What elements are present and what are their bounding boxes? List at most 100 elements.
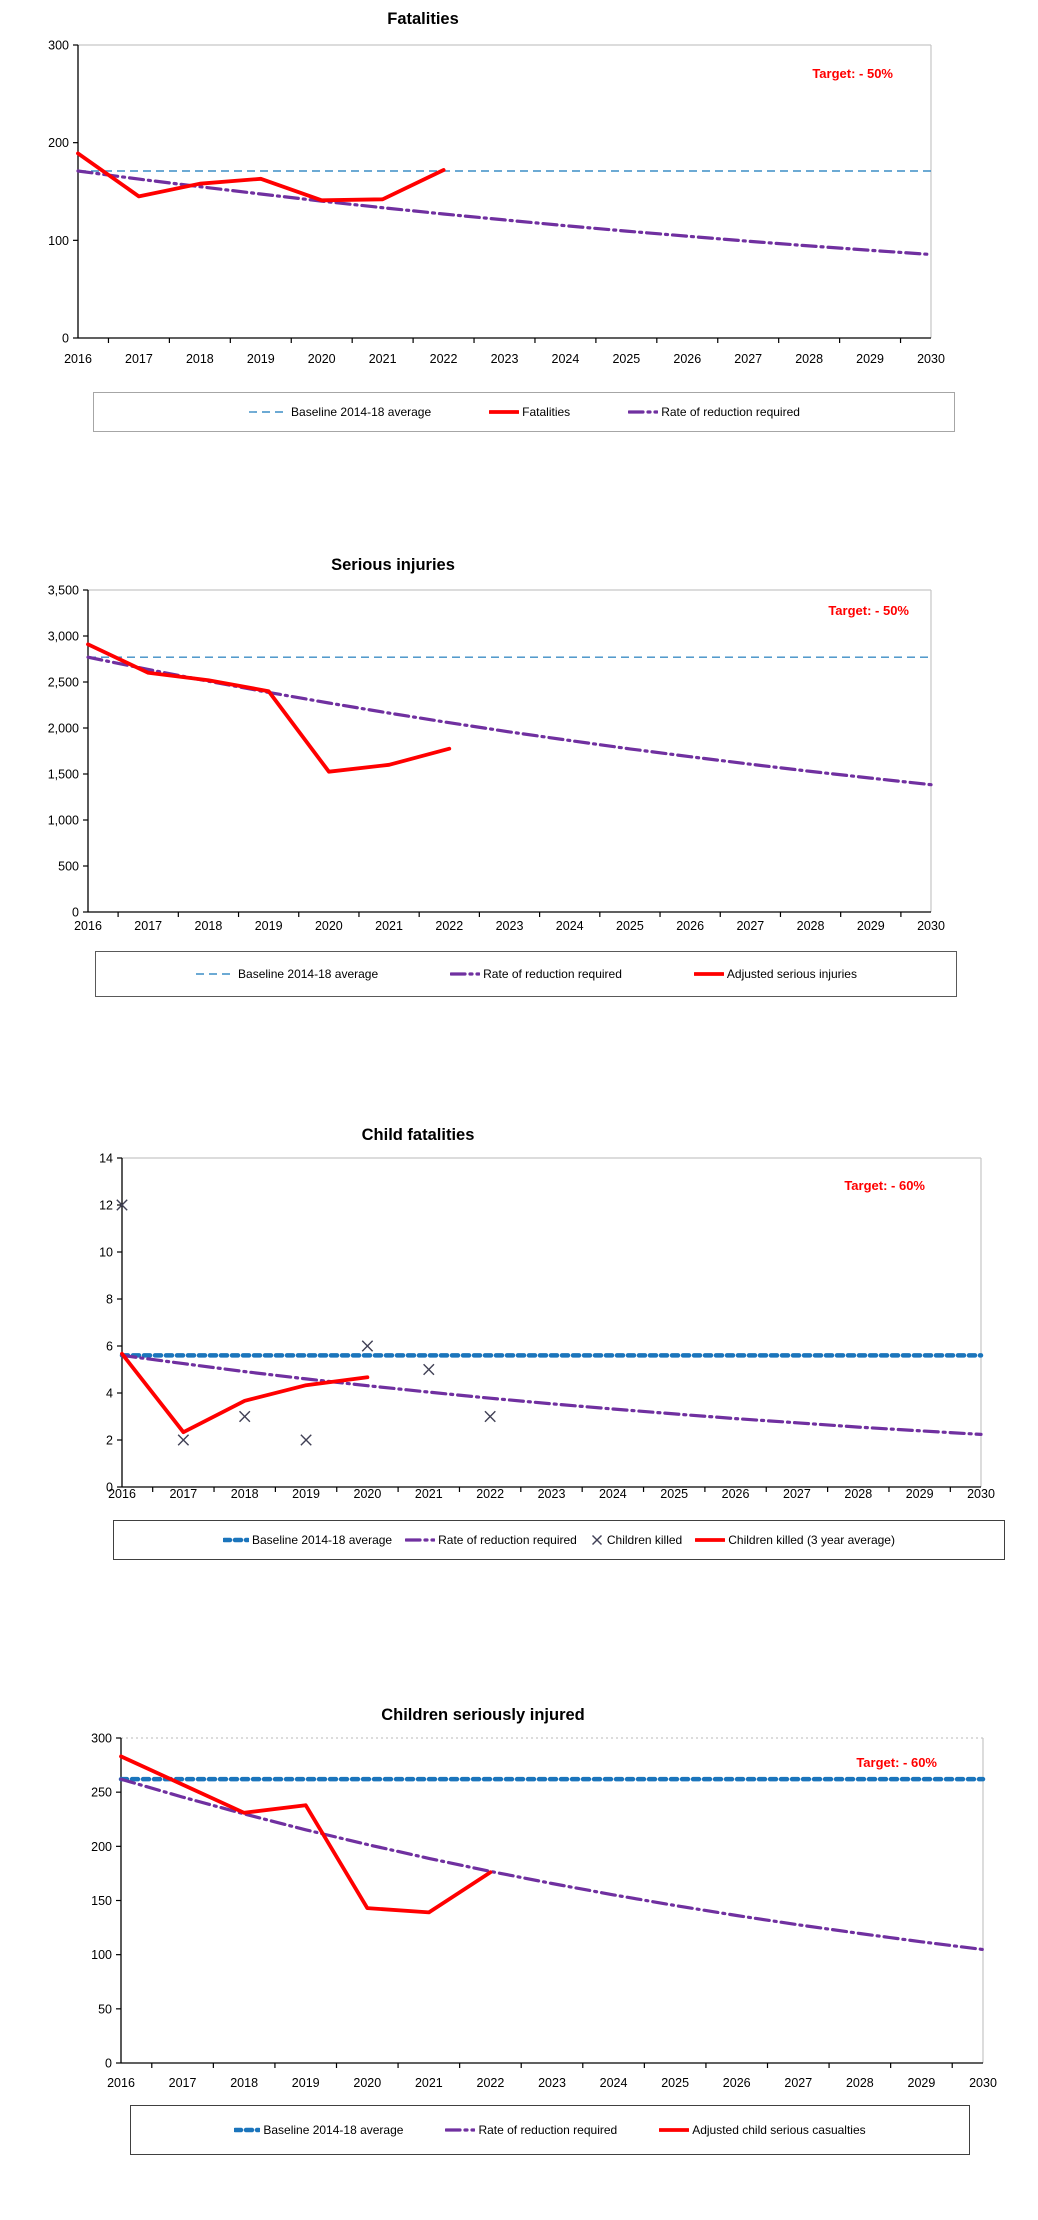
legend-item: Children killed [590,1534,682,1546]
x-tick-label: 2028 [797,919,825,933]
x-tick-label: 2030 [969,2076,997,2090]
x-tick-label: 2026 [673,352,701,366]
x-tick-label: 2020 [354,1487,382,1501]
line-key-icon [223,1537,249,1543]
line-key-icon [450,972,481,976]
x-tick-label: 2027 [784,2076,812,2090]
y-tick-label: 100 [48,234,69,248]
x-tick-label: 2030 [967,1487,995,1501]
legend-item-label: Baseline 2014-18 average [291,405,432,419]
data-point-x-marker [300,1434,312,1446]
chart-section-child-fatalities: 0 2 4 6 8 10 12 14 2016 2017 2018 2019 2020 2021 2022 2… [0,1090,1038,1560]
x-tick-label: 2016 [107,2076,135,2090]
x-tick-label: 2020 [308,352,336,366]
y-tick-label: 3,000 [48,630,79,644]
y-tick-label: 8 [106,1293,113,1307]
x-marker-stroke [361,1340,374,1352]
chart-section-serious-injuries: 0 500 1,000 1,500 2,000 2,500 3,000 3,500 2016 20… [0,545,1038,997]
x-tick-label: 2017 [169,1487,197,1501]
x-tick-label: 2016 [74,919,102,933]
data-point-x-marker [423,1363,435,1376]
x-tick-label: 2025 [616,919,644,933]
y-tick-label: 12 [99,1199,113,1213]
chart-title: Serious injuries [331,556,455,574]
legend-item: Rate of reduction required [445,2124,617,2136]
y-tick-label: 300 [48,39,69,53]
x-tick-label: 2023 [496,919,524,933]
target-annotation: Target: - 50% [812,66,893,81]
x-tick-label: 2026 [722,1487,750,1501]
x-tick-label: 2023 [538,2076,566,2090]
x-tick-label: 2029 [856,352,884,366]
x-tick-label: 2021 [375,919,403,933]
legend-item-label: Rate of reduction required [661,405,800,419]
x-tick-label: 2023 [491,352,519,366]
x-marker-stroke [423,1363,435,1376]
x-tick-label: 2028 [844,1487,872,1501]
legend-item-label: Rate of reduction required [483,967,622,981]
chart-title: Child fatalities [362,1126,475,1144]
x-tick-label: 2022 [435,919,463,933]
x-tick-label: 2024 [556,919,584,933]
x-tick-label: 2017 [125,352,153,366]
data-point-x-marker [177,1434,190,1446]
x-tick-label: 2018 [186,352,214,366]
y-tick-label: 0 [72,906,79,920]
data-point-x-marker [484,1410,496,1423]
required-reduction-series-line [120,1353,983,1436]
legend-item: Baseline 2014-18 average [223,1534,392,1546]
x-tick-label: 2021 [415,1487,443,1501]
y-tick-label: 2,000 [48,722,79,736]
target-annotation: Target: - 50% [828,603,909,618]
x-tick-label: 2026 [723,2076,751,2090]
x-marker-stroke [591,1535,602,1545]
actual-series-line [120,1351,370,1435]
actual-series-line [86,642,452,774]
y-tick-label: 14 [99,1152,113,1166]
x-tick-label: 2029 [857,919,885,933]
legend-item-label: Rate of reduction required [438,1533,577,1547]
x-marker-key-icon [591,1535,602,1545]
y-tick-label: 1,000 [48,814,79,828]
x-tick-label: 2030 [917,919,945,933]
x-tick-label: 2016 [64,352,92,366]
y-tick-label: 0 [106,1481,113,1495]
x-tick-label: 2020 [353,2076,381,2090]
x-marker-stroke [484,1410,496,1423]
data-point-x-marker [116,1199,128,1211]
legend-item-label: Rate of reduction required [478,2123,618,2137]
line-key-icon [445,2128,476,2132]
x-tick-label: 2029 [908,2076,936,2090]
y-tick-label: 200 [91,1840,112,1854]
x-tick-label: 2025 [612,352,640,366]
data-point-x-marker [361,1340,374,1352]
legend-item: Rate of reduction required [628,406,800,418]
x-tick-label: 2025 [660,1487,688,1501]
y-tick-label: 100 [91,1948,112,1962]
line-key-icon [405,1538,436,1542]
legend-item-label: Children killed [606,1533,683,1547]
x-tick-label: 2022 [477,2076,505,2090]
target-annotation: Target: - 60% [856,1755,937,1770]
x-tick-label: 2018 [195,919,223,933]
chart-canvas-2: 0 2 4 6 8 10 12 14 2016 2017 2018 2019 2020 2021 2022 2… [99,1126,995,1501]
chart-legend: Baseline 2014-18 average Rate of reductio… [130,2105,970,2155]
actual-series-line [76,151,446,203]
line-key-icon [489,410,520,414]
y-tick-label: 10 [99,1246,113,1260]
line-key-icon [628,410,659,414]
x-tick-label: 2019 [255,919,283,933]
y-tick-label: 150 [91,1894,112,1908]
x-marker-stroke [177,1434,190,1446]
target-annotation: Target: - 60% [844,1178,925,1193]
y-tick-label: 4 [106,1387,113,1401]
y-tick-label: 200 [48,136,69,150]
chart-canvas-3: 0 50 100 150 200 250 300 2016 2017 2018 2019 2020 20… [91,1706,997,2090]
x-tick-label: 2030 [917,352,945,366]
legend-item: Adjusted serious injuries [693,968,857,980]
x-tick-label: 2021 [415,2076,443,2090]
legend-item-label: Baseline 2014-18 average [252,1533,393,1547]
y-tick-label: 500 [58,860,79,874]
line-key-icon [196,973,235,975]
